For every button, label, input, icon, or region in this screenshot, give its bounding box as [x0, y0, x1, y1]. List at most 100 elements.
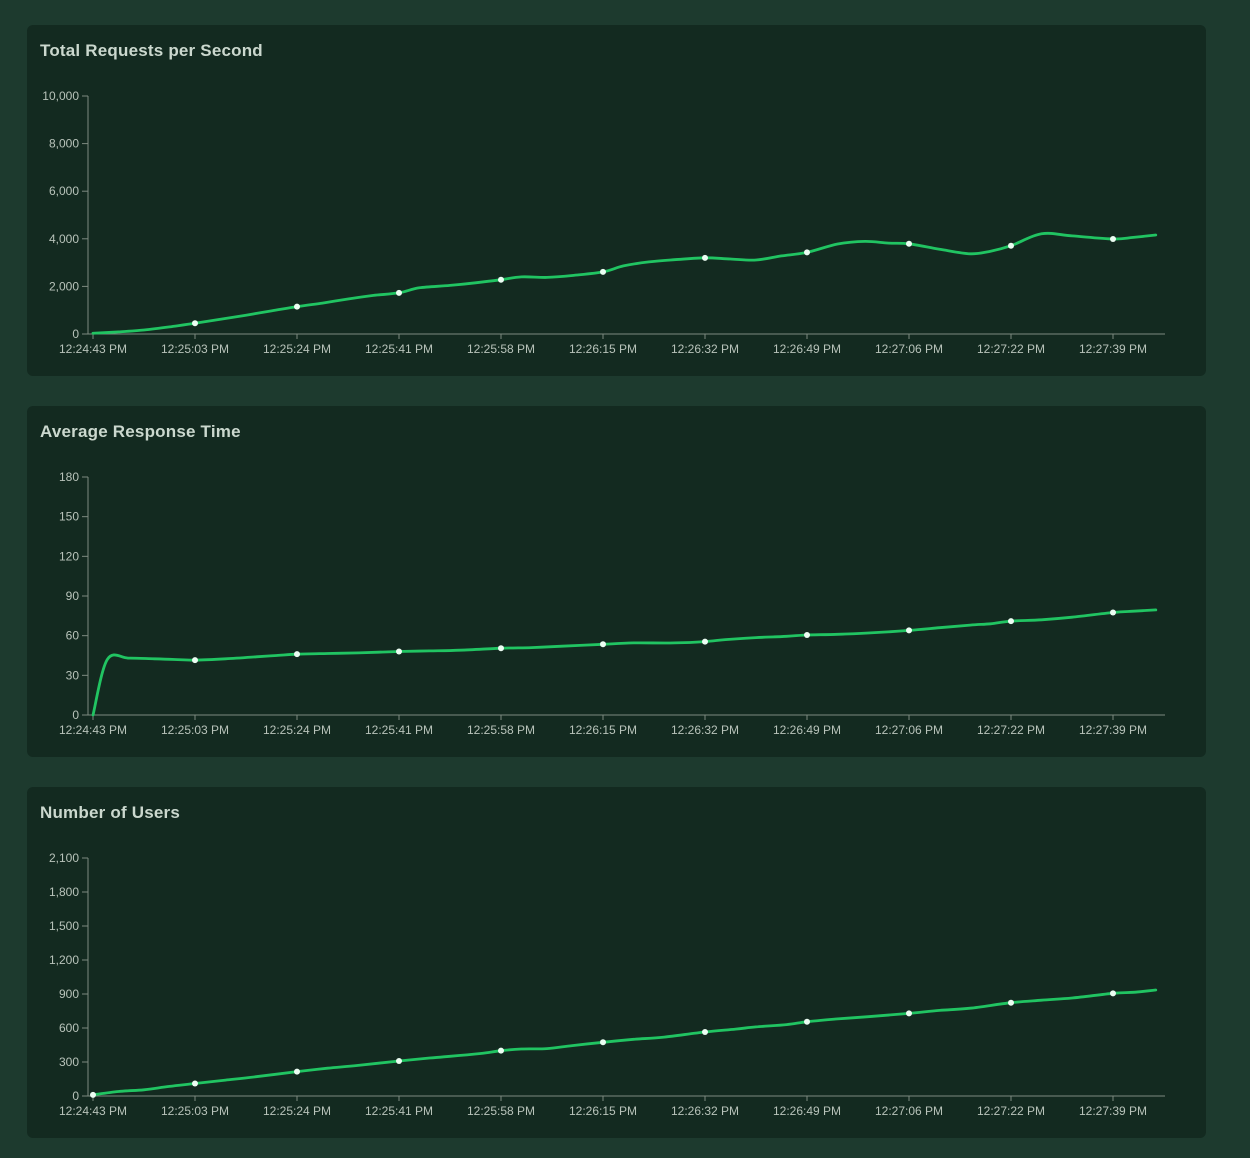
panel-total-requests-per-second: Total Requests per Second 0 2,000 4,000 6,0… [27, 25, 1206, 376]
panel-average-response-time: Average Response Time 0 30 60 90 120 150 180 12… [27, 406, 1206, 757]
data-point-marker [600, 268, 606, 275]
x-tick-label: 12:27:39 PM [1079, 1104, 1147, 1118]
x-tick-label: 12:26:32 PM [671, 1104, 739, 1118]
data-point-marker [294, 1068, 300, 1075]
chart-title-total-requests-per-second: Total Requests per Second [40, 41, 263, 60]
data-point-marker [90, 1091, 96, 1098]
x-tick-label: 12:26:49 PM [773, 1104, 841, 1118]
series-line [91, 231, 1158, 335]
chart-title-average-response-time: Average Response Time [40, 422, 241, 441]
data-point-marker [702, 1028, 708, 1035]
data-point-marker [396, 1057, 402, 1064]
x-tick-label: 12:27:39 PM [1079, 342, 1147, 356]
chart-number-of-users[interactable]: 0 300 600 900 1,200 1,500 1,800 2,100 12:24:43 P… [27, 787, 1206, 1138]
chart-title-number-of-users: Number of Users [40, 803, 180, 822]
y-tick-label: 900 [59, 987, 79, 1001]
x-tick-label: 12:26:49 PM [773, 342, 841, 356]
y-tick-label: 0 [72, 327, 79, 341]
y-tick-label: 0 [72, 1089, 79, 1103]
data-point-marker [396, 289, 402, 296]
y-tick-label: 600 [59, 1021, 79, 1035]
y-tick-label: 90 [66, 589, 80, 603]
data-point-marker [498, 645, 504, 652]
data-point-marker [1008, 242, 1014, 249]
x-tick-label: 12:24:43 PM [59, 723, 127, 737]
x-tick-label: 12:26:15 PM [569, 342, 637, 356]
data-point-marker [1110, 990, 1116, 997]
x-tick-label: 12:26:15 PM [569, 1104, 637, 1118]
y-tick-label: 2,100 [49, 851, 79, 865]
data-point-marker [702, 254, 708, 261]
data-point-marker [1110, 609, 1116, 616]
data-point-marker [498, 1047, 504, 1054]
y-tick-label: 1,200 [49, 953, 79, 967]
data-point-marker [498, 276, 504, 283]
data-point-marker [1008, 618, 1014, 625]
data-point-marker [294, 651, 300, 658]
series-line [91, 988, 1158, 1097]
x-tick-label: 12:27:06 PM [875, 342, 943, 356]
data-point-marker [396, 648, 402, 655]
y-tick-label: 60 [66, 629, 80, 643]
axis-lines [87, 858, 1165, 1097]
y-tick-label: 2,000 [49, 279, 79, 293]
data-point-marker [804, 249, 810, 256]
y-tick-label: 120 [59, 549, 79, 563]
data-point-marker [906, 240, 912, 247]
series-line [91, 608, 1158, 717]
x-tick-label: 12:24:43 PM [59, 1104, 127, 1118]
x-tick-label: 12:25:41 PM [365, 723, 433, 737]
axis-lines [87, 96, 1165, 335]
data-point-marker [192, 1080, 198, 1087]
x-tick-label: 12:27:22 PM [977, 342, 1045, 356]
x-tick-label: 12:25:24 PM [263, 1104, 331, 1118]
data-point-marker [906, 627, 912, 634]
x-tick-label: 12:25:03 PM [161, 723, 229, 737]
data-point-marker [600, 1039, 606, 1046]
x-tick-label: 12:25:41 PM [365, 342, 433, 356]
panel-number-of-users: Number of Users 0 300 600 900 1,200 1,500 1,80… [27, 787, 1206, 1138]
y-tick-label: 1,500 [49, 919, 79, 933]
y-tick-label: 300 [59, 1055, 79, 1069]
y-tick-label: 8,000 [49, 137, 79, 151]
x-tick-label: 12:25:03 PM [161, 1104, 229, 1118]
x-tick-label: 12:27:22 PM [977, 723, 1045, 737]
y-tick-label: 30 [66, 668, 80, 682]
data-point-marker [804, 1018, 810, 1025]
y-tick-label: 6,000 [49, 184, 79, 198]
data-point-marker [1110, 236, 1116, 243]
x-tick-label: 12:25:24 PM [263, 342, 331, 356]
data-point-marker [294, 303, 300, 310]
data-point-marker [804, 632, 810, 639]
x-tick-label: 12:25:58 PM [467, 1104, 535, 1118]
x-tick-label: 12:25:58 PM [467, 723, 535, 737]
x-tick-label: 12:26:49 PM [773, 723, 841, 737]
x-tick-label: 12:26:32 PM [671, 342, 739, 356]
data-point-marker [192, 320, 198, 327]
x-tick-label: 12:26:15 PM [569, 723, 637, 737]
data-point-marker [906, 1010, 912, 1017]
x-tick-label: 12:27:22 PM [977, 1104, 1045, 1118]
chart-total-requests-per-second[interactable]: 0 2,000 4,000 6,000 8,000 10,000 12:24:43 PM 12… [27, 25, 1206, 376]
x-tick-label: 12:25:58 PM [467, 342, 535, 356]
y-tick-label: 4,000 [49, 232, 79, 246]
x-tick-label: 12:25:03 PM [161, 342, 229, 356]
y-tick-label: 150 [59, 510, 79, 524]
chart-average-response-time[interactable]: 0 30 60 90 120 150 180 12:24:43 PM 12:25:03 PM 12… [27, 406, 1206, 757]
x-tick-label: 12:24:43 PM [59, 342, 127, 356]
data-point-marker [702, 638, 708, 645]
x-tick-label: 12:25:41 PM [365, 1104, 433, 1118]
y-tick-label: 1,800 [49, 885, 79, 899]
y-tick-label: 180 [59, 470, 79, 484]
x-tick-label: 12:26:32 PM [671, 723, 739, 737]
y-tick-label: 0 [72, 708, 79, 722]
data-point-marker [600, 641, 606, 648]
x-tick-label: 12:27:06 PM [875, 723, 943, 737]
axis-lines [87, 477, 1165, 716]
x-tick-label: 12:27:06 PM [875, 1104, 943, 1118]
x-tick-label: 12:25:24 PM [263, 723, 331, 737]
data-point-marker [1008, 999, 1014, 1006]
data-point-marker [192, 657, 198, 664]
y-tick-label: 10,000 [42, 89, 79, 103]
